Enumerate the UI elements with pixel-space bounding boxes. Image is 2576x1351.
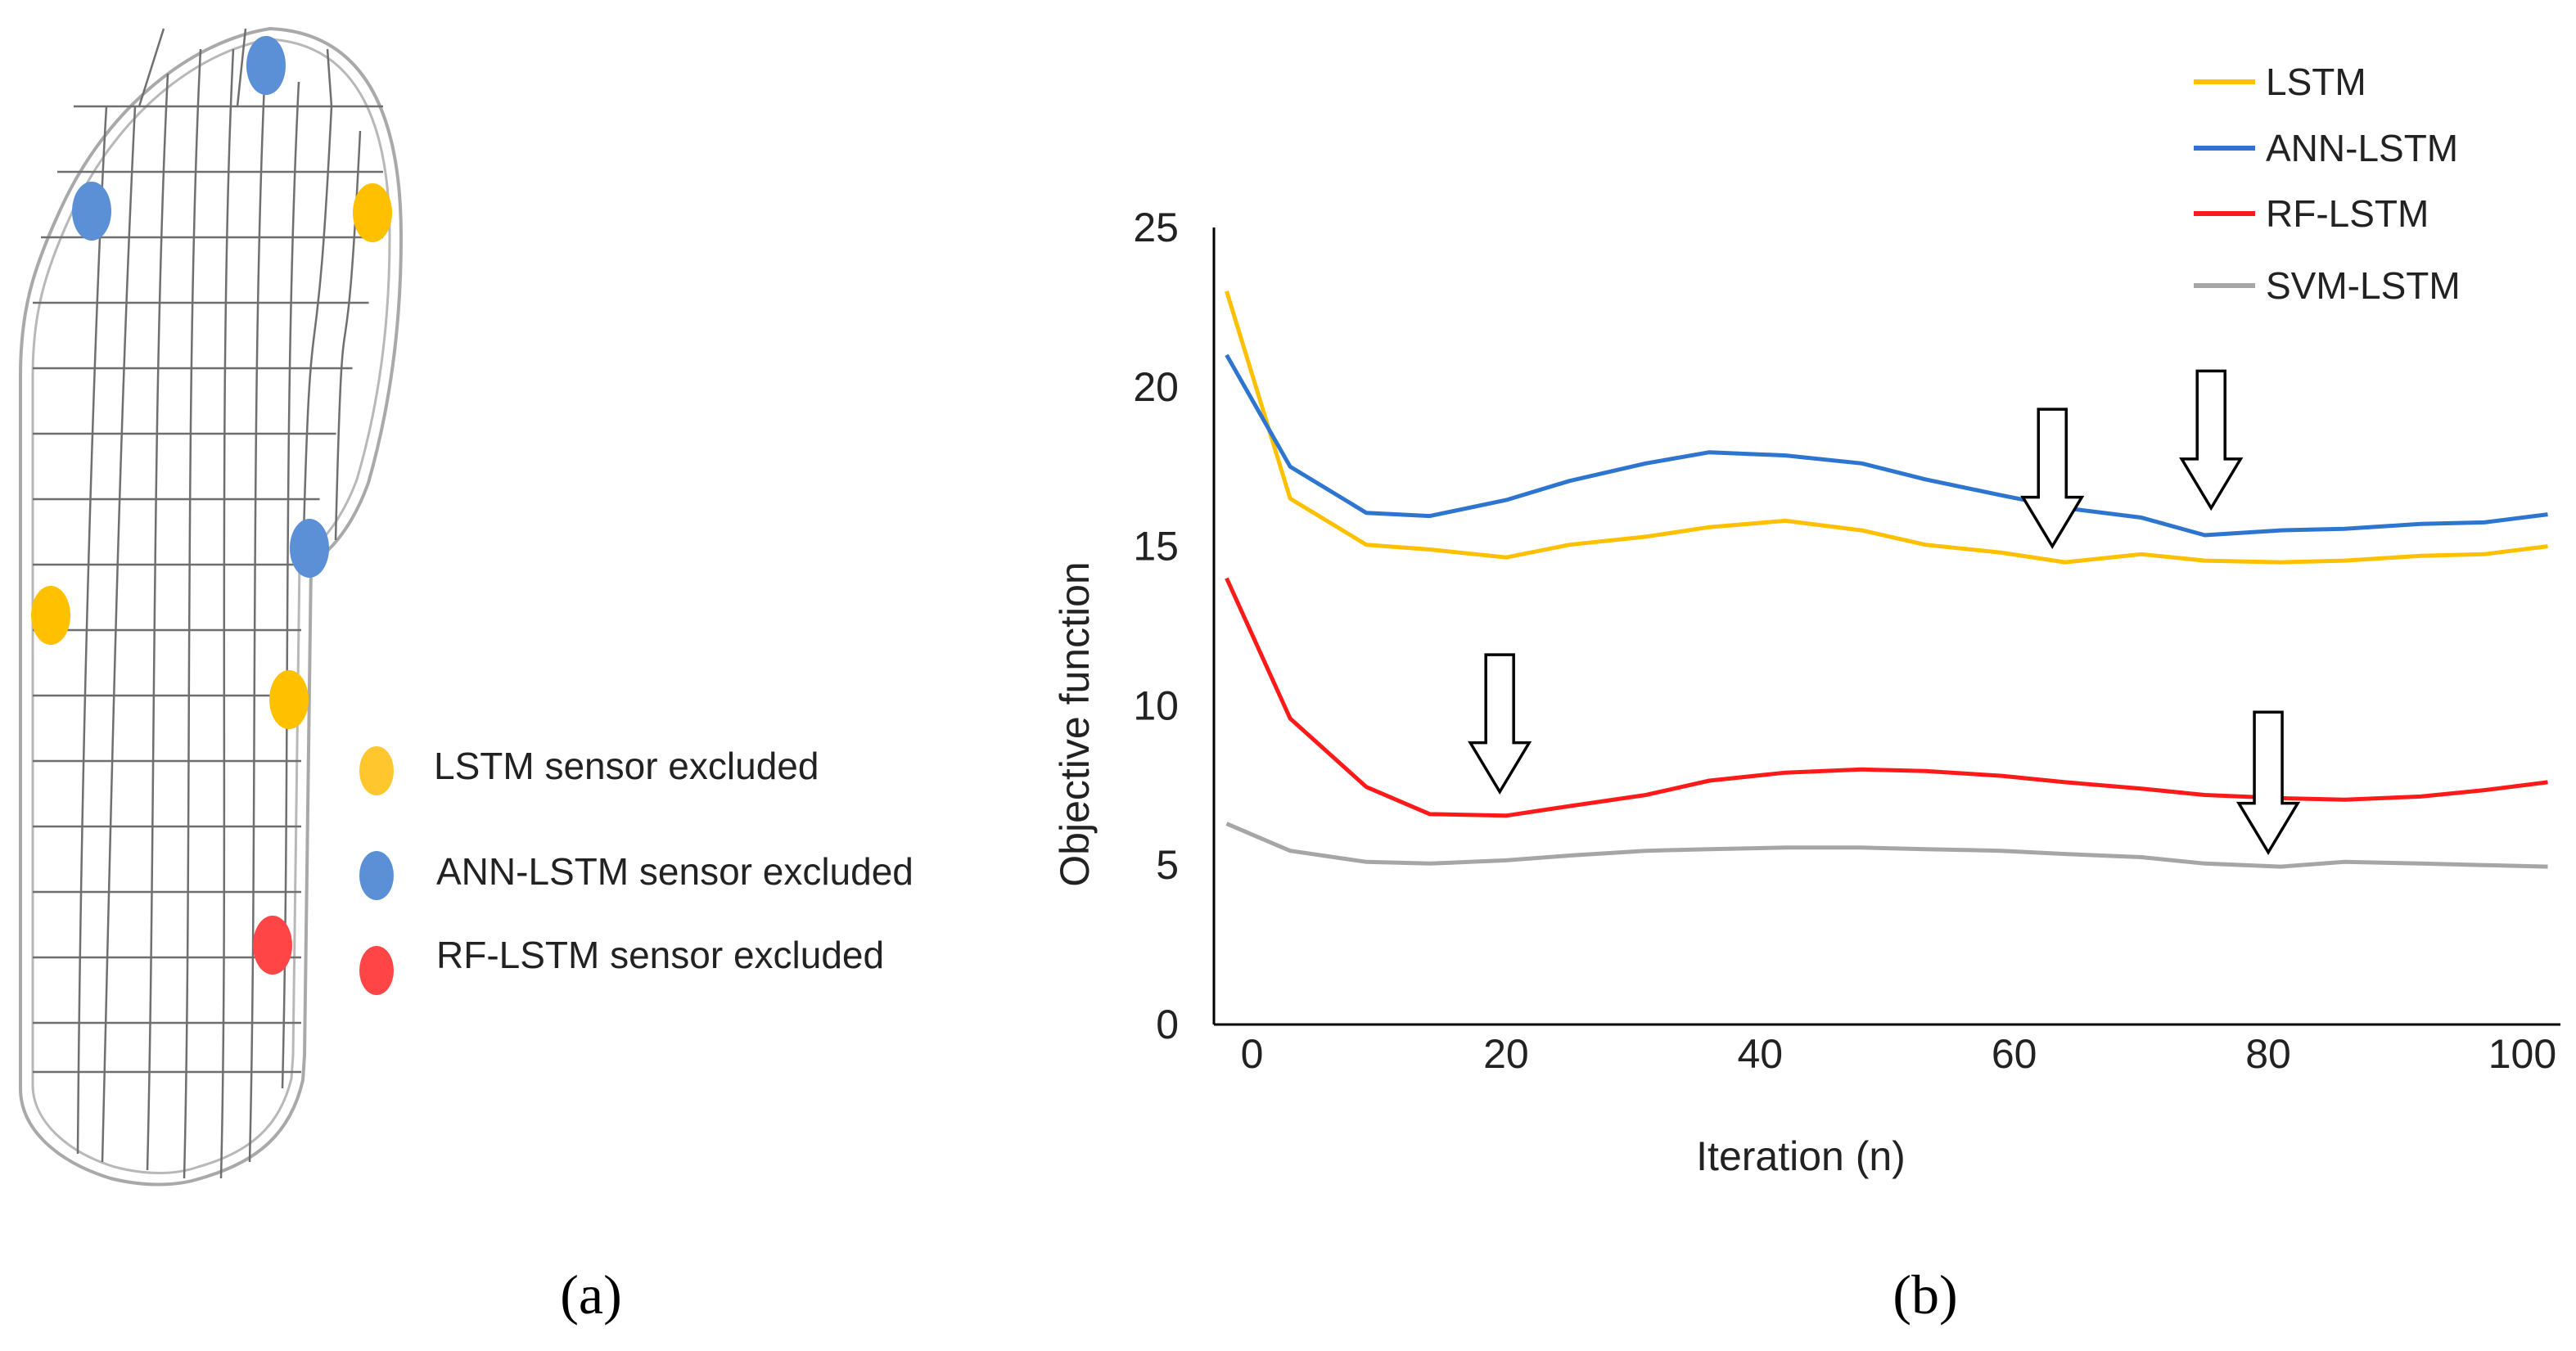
insole-inner-outline xyxy=(31,38,391,1174)
panel-a-legend: LSTM sensor excluded ANN-LSTM sensor exc… xyxy=(359,745,914,995)
y-tick-label: 10 xyxy=(1133,682,1179,728)
y-tick-label: 20 xyxy=(1133,364,1179,410)
grid-column xyxy=(326,48,333,107)
arrow-annotation xyxy=(2235,710,2301,856)
grid-column xyxy=(138,28,165,107)
series-line-ann-lstm xyxy=(1225,354,2548,538)
legend-entry-rf: RF-LSTM xyxy=(2266,192,2429,235)
legend-entry-lstm: LSTM xyxy=(2266,61,2366,103)
arrow-annotation xyxy=(2179,369,2244,511)
legend-entry-ann: ANN-LSTM xyxy=(2266,127,2458,169)
sensor-dot-rf xyxy=(253,916,292,975)
sensor-dot-ann xyxy=(290,519,329,578)
y-tick-label: 15 xyxy=(1133,524,1179,570)
x-tick-label: 20 xyxy=(1483,1031,1529,1077)
sensor-dot-ann xyxy=(246,36,286,95)
x-tick-label: 0 xyxy=(1241,1031,1264,1077)
x-tick-label: 60 xyxy=(1992,1031,2037,1077)
sensor-dot-lstm xyxy=(353,183,392,242)
legend-label-ann: ANN-LSTM sensor excluded xyxy=(436,850,914,893)
series-line-svm-lstm xyxy=(1225,822,2548,869)
caption-b: (b) xyxy=(1893,1263,1957,1326)
grid-column xyxy=(301,106,333,565)
grid-column xyxy=(219,48,235,1179)
y-tick-label: 5 xyxy=(1156,842,1179,888)
panel-b-chart: 0 5 10 15 20 25 0 20 40 60 80 100 Objective functi… xyxy=(1052,61,2560,1326)
insole-outline xyxy=(19,26,404,1187)
legend-dot-rf xyxy=(359,946,394,995)
sensor-dots xyxy=(31,36,392,975)
x-tick-labels: 0 20 40 60 80 100 xyxy=(1241,1031,2557,1077)
insole-grid xyxy=(33,28,383,1179)
sensor-dot-lstm xyxy=(31,586,70,645)
series-lines xyxy=(1225,290,2548,869)
legend-dot-lstm xyxy=(359,746,394,795)
y-tick-label: 25 xyxy=(1133,205,1179,250)
panel-a-insole: LSTM sensor excluded ANN-LSTM sensor exc… xyxy=(19,26,914,1326)
legend-label-lstm: LSTM sensor excluded xyxy=(434,745,819,787)
legend-entry-svm: SVM-LSTM xyxy=(2266,264,2461,307)
series-line-lstm xyxy=(1225,290,2548,565)
arrow-annotation xyxy=(1468,653,1532,795)
grid-column xyxy=(334,130,362,541)
x-axis-label: Iteration (n) xyxy=(1696,1133,1906,1179)
arrow-annotation xyxy=(2020,408,2085,550)
arrow-annotations xyxy=(1468,369,2301,856)
grid-column xyxy=(76,106,108,1155)
caption-a: (a) xyxy=(560,1263,621,1326)
grid-column xyxy=(101,106,137,1163)
y-tick-labels: 0 5 10 15 20 25 xyxy=(1133,205,1179,1047)
y-tick-label: 0 xyxy=(1156,1002,1179,1047)
x-tick-label: 80 xyxy=(2245,1031,2291,1077)
series-line-rf-lstm xyxy=(1225,577,2548,818)
grid-column xyxy=(146,73,169,1171)
sensor-dot-ann xyxy=(72,182,111,241)
legend-dot-ann xyxy=(359,851,394,900)
x-tick-label: 40 xyxy=(1737,1031,1783,1077)
grid-column xyxy=(248,48,268,1163)
grid-column xyxy=(183,48,202,1179)
chart-legend: LSTM ANN-LSTM RF-LSTM SVM-LSTM xyxy=(2194,61,2461,307)
sensor-dot-lstm xyxy=(269,670,309,729)
legend-label-rf: RF-LSTM sensor excluded xyxy=(436,934,884,976)
x-tick-label: 100 xyxy=(2488,1031,2556,1077)
y-axis-label: Objective function xyxy=(1052,561,1098,886)
grid-column xyxy=(236,28,247,107)
